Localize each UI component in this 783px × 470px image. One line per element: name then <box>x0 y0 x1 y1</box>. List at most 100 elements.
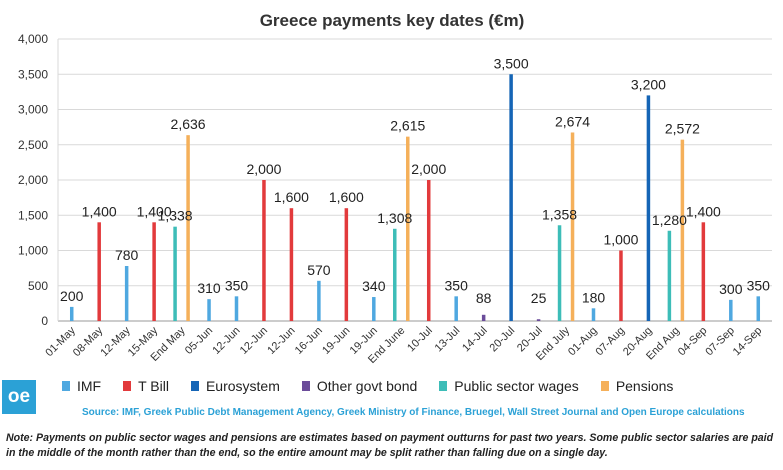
bar <box>124 266 129 321</box>
data-label: 310 <box>197 280 221 296</box>
legend-item: Public sector wages <box>439 378 579 394</box>
bar <box>173 226 177 321</box>
legend-swatch <box>62 381 70 391</box>
legend-label: IMF <box>77 378 102 394</box>
x-tick-label: 14-Jul <box>460 325 490 355</box>
data-label: 88 <box>476 290 492 306</box>
data-label: 350 <box>445 277 469 293</box>
bar <box>756 296 761 321</box>
y-tick-label: 3,500 <box>18 67 48 81</box>
legend-item: T Bill <box>123 378 169 394</box>
y-tick-label: 4,000 <box>18 32 48 46</box>
bar <box>289 208 294 321</box>
footnote: Note: Payments on public sector wages an… <box>6 432 774 459</box>
data-label: 2,636 <box>171 116 206 132</box>
legend: IMF T Bill Eurosystem Other govt bond Public… <box>62 376 782 396</box>
data-label: 3,200 <box>631 76 666 92</box>
data-label: 340 <box>362 278 386 294</box>
x-tick-label: 05-Jun <box>183 325 215 357</box>
data-label: 1,400 <box>82 203 117 219</box>
bar <box>426 180 431 321</box>
bar <box>570 132 575 321</box>
bar <box>262 180 266 321</box>
legend-swatch <box>123 381 132 391</box>
legend-swatch <box>301 381 310 391</box>
legend-swatch <box>600 381 609 391</box>
data-label: 25 <box>531 290 547 306</box>
data-label: 2,674 <box>555 113 590 129</box>
data-label: 780 <box>115 247 139 263</box>
data-label: 180 <box>582 289 606 305</box>
legend-label: Public sector wages <box>454 378 579 394</box>
bar <box>591 308 596 321</box>
gridlines <box>57 38 772 322</box>
y-tick-label: 3,000 <box>18 103 48 117</box>
bar <box>69 306 74 321</box>
bar-chart: Greece payments key dates (€m) 0 500 1,000… <box>18 11 772 366</box>
bar <box>557 225 562 321</box>
bar <box>481 314 486 321</box>
data-label: 1,600 <box>274 189 309 205</box>
chart-title: Greece payments key dates (€m) <box>260 11 525 30</box>
legend-label: Eurosystem <box>205 378 280 394</box>
y-tick-label: 500 <box>28 279 48 293</box>
legend-label: T Bill <box>138 378 169 394</box>
bar <box>646 95 651 322</box>
data-label: 200 <box>60 288 84 304</box>
x-tick-label: 12-Jun <box>210 325 242 357</box>
bar <box>152 222 156 321</box>
x-tick-label: 04-Sep <box>676 325 710 359</box>
open-europe-logo: oe <box>2 380 36 414</box>
data-label: 1,000 <box>603 232 638 248</box>
data-label: 570 <box>307 262 331 278</box>
bar <box>344 208 349 321</box>
data-label: 1,280 <box>652 212 687 228</box>
x-tick-label: 01-Aug <box>566 325 600 359</box>
x-tick-label: 14-Sep <box>731 325 765 359</box>
data-label: 1,308 <box>377 210 412 226</box>
x-tick-label: 16-Jun <box>293 325 325 357</box>
data-label: 350 <box>747 277 771 293</box>
bar <box>729 299 733 321</box>
data-label: 350 <box>225 277 249 293</box>
y-tick-label: 2,000 <box>18 173 48 187</box>
y-tick-label: 1,500 <box>18 208 48 222</box>
data-label: 2,572 <box>665 121 700 137</box>
data-label: 2,615 <box>390 118 425 134</box>
data-label: 2,000 <box>411 161 446 177</box>
x-tick-label: 12-Jun <box>238 325 270 357</box>
data-label: 1,358 <box>542 206 577 222</box>
bar <box>393 228 397 321</box>
x-tick-label: 07-Sep <box>703 325 737 359</box>
bars <box>69 74 761 322</box>
source-note: Source: IMF, Greek Public Debt Managemen… <box>82 407 745 418</box>
bar <box>97 222 101 321</box>
x-tick-label: 20-Jul <box>488 325 518 355</box>
y-tick-label: 2,500 <box>18 138 48 152</box>
legend-label: Pensions <box>615 378 674 394</box>
x-tick-label: 13-Jul <box>433 325 463 355</box>
data-label: 1,338 <box>158 208 193 224</box>
bar <box>186 135 190 321</box>
bar <box>509 74 513 321</box>
bar <box>680 139 685 321</box>
bar <box>207 299 211 321</box>
x-tick-label: 19-Jun <box>320 325 352 357</box>
legend-item: Eurosystem <box>190 378 280 394</box>
bar <box>234 296 239 321</box>
y-axis: 0 500 1,000 1,500 2,000 2,500 3,000 3,500 4,000 <box>18 32 48 328</box>
data-label: 1,400 <box>137 203 172 219</box>
bar <box>536 319 541 321</box>
x-tick-label: 12-Jun <box>265 325 297 357</box>
legend-swatch <box>439 381 448 391</box>
x-tick-label: 07-Aug <box>594 325 628 359</box>
legend-item: IMF <box>62 378 101 394</box>
data-label: 2,000 <box>246 161 281 177</box>
bar <box>317 280 321 321</box>
bar <box>454 296 458 321</box>
bar <box>372 297 376 321</box>
x-tick-label: 10-Jul <box>405 325 435 355</box>
y-tick-label: 0 <box>41 314 48 328</box>
